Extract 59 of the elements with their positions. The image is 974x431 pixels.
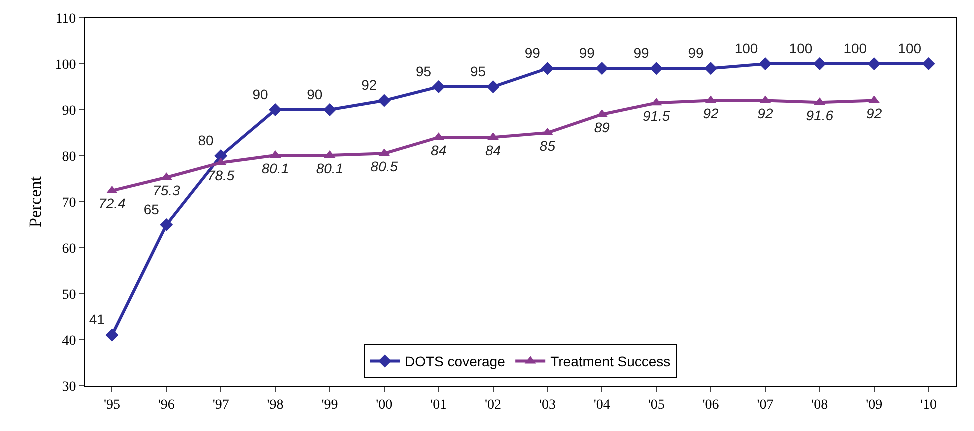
data-label: 75.3 [153,182,180,198]
data-label: 72.4 [98,196,126,212]
x-tick-label: '03 [539,398,556,413]
data-label: 95 [470,63,486,80]
data-label: 78.5 [207,168,235,184]
data-label: 92 [362,77,378,94]
data-label: 99 [579,44,596,61]
x-tick-label: '08 [812,398,828,413]
data-label: 84 [485,142,502,158]
data-label: 99 [524,44,541,61]
data-label: 100 [844,40,868,56]
data-label: 100 [898,40,922,56]
y-tick-label: 60 [62,242,76,257]
data-label: 80.1 [316,160,344,176]
data-label: 100 [789,40,813,56]
x-tick-label: '00 [376,398,393,413]
x-tick-label: '10 [920,398,938,413]
x-tick-label: '06 [702,398,720,413]
x-tick-label: '02 [485,398,502,413]
y-tick-label: 90 [62,104,76,119]
x-tick-label: '95 [104,398,120,413]
legend-label: Treatment Success [550,354,671,370]
x-tick-label: '98 [267,398,284,413]
y-tick-label: 100 [55,58,76,73]
data-label: 80.5 [370,158,398,174]
x-tick-label: '99 [322,398,338,413]
y-tick-label: 110 [56,12,76,27]
x-tick-label: '96 [158,398,175,413]
data-label: 100 [734,40,758,56]
y-tick-label: 70 [62,196,76,211]
y-tick-label: 80 [62,150,76,165]
data-label: 41 [89,312,106,328]
x-tick-label: '04 [594,398,610,413]
x-tick-label: '07 [757,398,774,413]
x-tick-label: '05 [648,398,665,413]
y-tick-label: 40 [62,334,76,349]
data-label: 85 [540,138,556,154]
data-label: 65 [144,201,160,218]
x-tick-label: '09 [866,398,883,413]
legend-label: DOTS coverage [405,354,506,370]
data-label: 90 [307,86,323,102]
data-label: 92 [703,106,720,122]
data-label: 91.5 [642,108,670,124]
data-label: 92 [866,106,882,122]
data-label: 80 [198,132,214,148]
y-tick-label: 30 [62,380,76,395]
data-label: 84 [431,142,447,158]
y-tick-label: 50 [62,288,76,303]
data-label: 89 [594,119,610,136]
data-label: 80.1 [262,160,290,176]
x-tick-label: '97 [212,398,230,413]
y-axis-title: Percent [26,176,45,228]
data-label: 92 [758,106,774,122]
data-label: 99 [688,44,704,61]
data-label: 90 [252,86,268,102]
x-tick-label: '01 [430,398,448,413]
data-label: 95 [416,63,432,80]
data-label: 91.6 [806,107,834,124]
data-label: 99 [634,44,650,61]
